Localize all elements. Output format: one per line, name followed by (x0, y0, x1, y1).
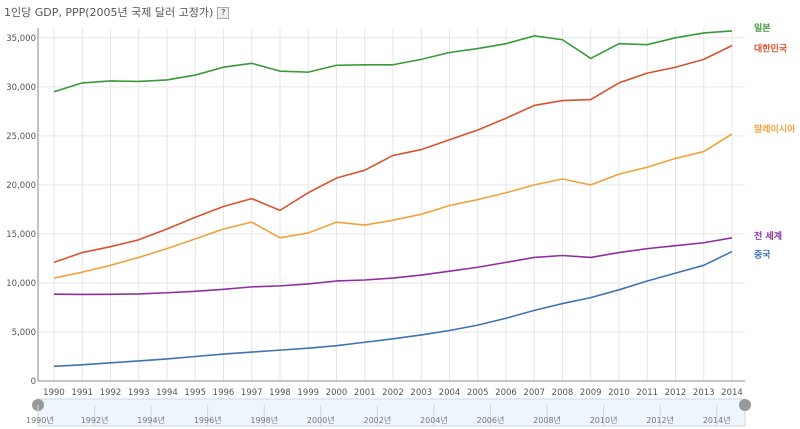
axes: 0 5,000 10,000 15,000 20,000 25,000 30,000 35,0… (6, 28, 745, 398)
x-tick-label: 2006 (495, 388, 517, 398)
x-tick-label: 1997 (241, 388, 263, 398)
chart-title-text: 1인당 GDP, PPP(2005년 국제 달러 고정가) (4, 6, 214, 19)
series-label: 중국 (754, 250, 771, 261)
series-lines[interactable] (53, 30, 733, 368)
y-tick-label: 10,000 (6, 279, 36, 289)
range-navigator[interactable]: 1990년 1992년 1994년 1996년 1998년 2000년 2002년 2004년… (26, 398, 751, 427)
navigator-label: 1992년 (81, 415, 109, 425)
x-tick-label: 2003 (410, 388, 432, 398)
navigator-right-handle[interactable] (739, 399, 751, 411)
navigator-label: 2000년 (307, 415, 335, 425)
x-tick-label: 1995 (184, 388, 206, 398)
y-tick-label: 15,000 (6, 230, 36, 240)
x-tick-label: 2005 (467, 388, 489, 398)
series-label: 대한민국 (754, 43, 788, 55)
x-tick-label: 2014 (721, 388, 743, 398)
navigator-label: 1994년 (137, 415, 165, 425)
x-tick-label: 2010 (608, 388, 630, 398)
x-tick-label: 1998 (269, 388, 291, 398)
x-tick-label: 2008 (552, 388, 574, 398)
x-tick-label: 2002 (382, 388, 404, 398)
x-tick-label: 1993 (128, 388, 150, 398)
x-tick-label: 1992 (100, 388, 122, 398)
navigator-label: 2002년 (363, 415, 391, 425)
series-label: 전 세계 (754, 230, 782, 242)
help-icon[interactable]: ? (217, 7, 230, 19)
navigator-label: 2008년 (533, 415, 561, 425)
y-tick-label: 20,000 (6, 181, 36, 191)
series-label: 일본 (754, 22, 771, 34)
x-tick-label: 1991 (71, 388, 93, 398)
y-tick-label: 35,000 (6, 34, 36, 44)
y-tick-label: 5,000 (12, 328, 36, 338)
y-tick-label: 0 (31, 377, 36, 387)
navigator-label: 1990년 (26, 415, 54, 425)
x-tick-label: 2013 (693, 388, 715, 398)
navigator-label: 1998년 (250, 415, 278, 425)
x-tick-label: 2012 (665, 388, 687, 398)
navigator-label: 2004년 (420, 415, 448, 425)
x-tick-label: 2007 (523, 388, 545, 398)
navigator-label: 2014년 (703, 415, 731, 425)
y-tick-label: 30,000 (6, 83, 36, 93)
x-tick-label: 2001 (354, 388, 376, 398)
x-tick-label: 2011 (636, 388, 658, 398)
navigator-label: 2006년 (477, 415, 505, 425)
x-tick-label: 2009 (580, 388, 602, 398)
x-tick-label: 1996 (213, 388, 235, 398)
navigator-label: 2010년 (590, 415, 618, 425)
x-tick-label: 1999 (297, 388, 319, 398)
navigator-label: 1996년 (194, 415, 222, 425)
navigator-label: 2012년 (646, 415, 674, 425)
series-label: 말레이시아 (754, 123, 796, 135)
chart-title: 1인당 GDP, PPP(2005년 국제 달러 고정가)? (4, 4, 230, 20)
navigator-track[interactable] (37, 398, 746, 427)
x-tick-label: 1994 (156, 388, 178, 398)
y-tick-label: 25,000 (6, 132, 36, 142)
x-tick-label: 2000 (326, 388, 348, 398)
x-tick-label: 1990 (43, 388, 65, 398)
x-tick-label: 2004 (439, 388, 461, 398)
